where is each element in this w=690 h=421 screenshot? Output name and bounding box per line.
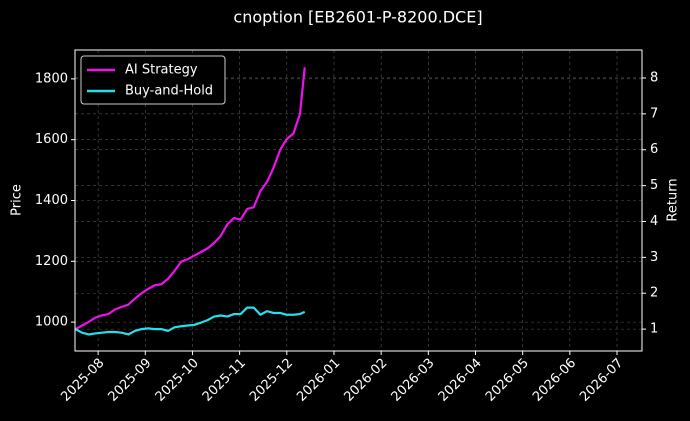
x-tick-label: 2026-01 (294, 356, 343, 405)
x-tick-label: 2026-04 (436, 356, 485, 405)
x-tick-label: 2026-05 (483, 356, 532, 405)
y-tick-label: 1200 (35, 254, 68, 269)
y-axis-label: Price (10, 184, 25, 216)
y2-axis-label: Return (666, 178, 681, 221)
y2-tick-label: 7 (650, 106, 658, 121)
chart-title: cnoption [EB2601-P-8200.DCE] (233, 8, 482, 27)
y2-tick-label: 8 (650, 70, 658, 85)
y2-tick-label: 3 (650, 250, 658, 265)
x-tick-label: 2025-11 (200, 356, 249, 405)
legend-label: AI Strategy (125, 63, 198, 78)
x-tick-label: 2026-03 (389, 356, 438, 405)
y2-tick-label: 4 (650, 214, 658, 229)
y-tick-label: 1600 (35, 132, 68, 147)
x-tick-label: 2025-09 (106, 356, 155, 405)
legend-label: Buy-and-Hold (125, 84, 213, 99)
x-tick-label: 2026-06 (530, 356, 579, 405)
y-tick-label: 1800 (35, 71, 68, 86)
series-line (74, 306, 306, 336)
x-tick-label: 2026-02 (341, 356, 390, 405)
y2-tick-label: 5 (650, 178, 658, 193)
legend-box (80, 55, 226, 105)
x-tick-label: 2025-12 (247, 356, 296, 405)
x-tick-label: 2025-08 (58, 356, 107, 405)
y-tick-label: 1400 (35, 193, 68, 208)
series-line (74, 67, 306, 331)
y2-tick-label: 2 (650, 286, 658, 301)
y2-tick-label: 1 (650, 322, 658, 337)
x-tick-label: 2026-07 (577, 356, 626, 405)
y2-tick-label: 6 (650, 142, 658, 157)
y-tick-label: 1000 (35, 315, 68, 330)
plot-frame (74, 49, 643, 352)
x-tick-label: 2025-10 (153, 356, 202, 405)
